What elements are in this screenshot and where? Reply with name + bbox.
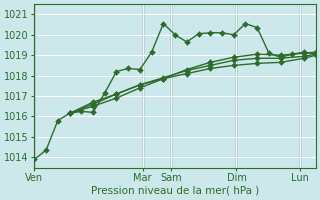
- X-axis label: Pression niveau de la mer( hPa ): Pression niveau de la mer( hPa ): [91, 186, 259, 196]
